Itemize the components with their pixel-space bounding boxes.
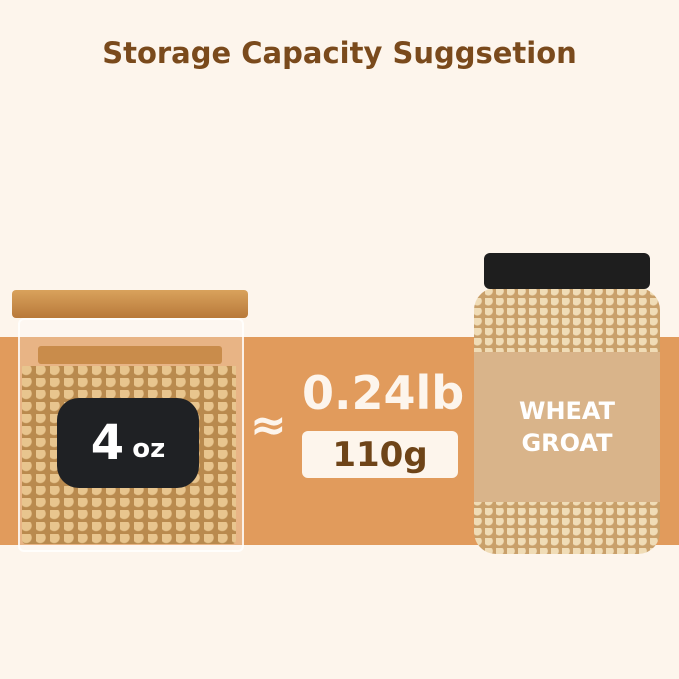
chalkboard-label: 4 oz [57, 398, 199, 488]
product-label-line2: GROAT [521, 429, 613, 457]
approx-symbol: ≈ [250, 400, 287, 451]
bottle-cap [484, 253, 650, 289]
product-label-line1: WHEAT [518, 397, 616, 425]
weight-g-box: 110g [302, 431, 458, 478]
capacity-number: 4 [90, 415, 125, 471]
product-label: WHEAT GROAT [474, 352, 660, 502]
page-title: Storage Capacity Suggsetion [102, 36, 577, 70]
bamboo-lid [12, 290, 248, 318]
bamboo-lid-plug [38, 346, 222, 364]
capacity-unit: oz [132, 434, 166, 464]
weight-lb: 0.24lb [302, 366, 465, 420]
weight-g: 110g [332, 434, 428, 475]
